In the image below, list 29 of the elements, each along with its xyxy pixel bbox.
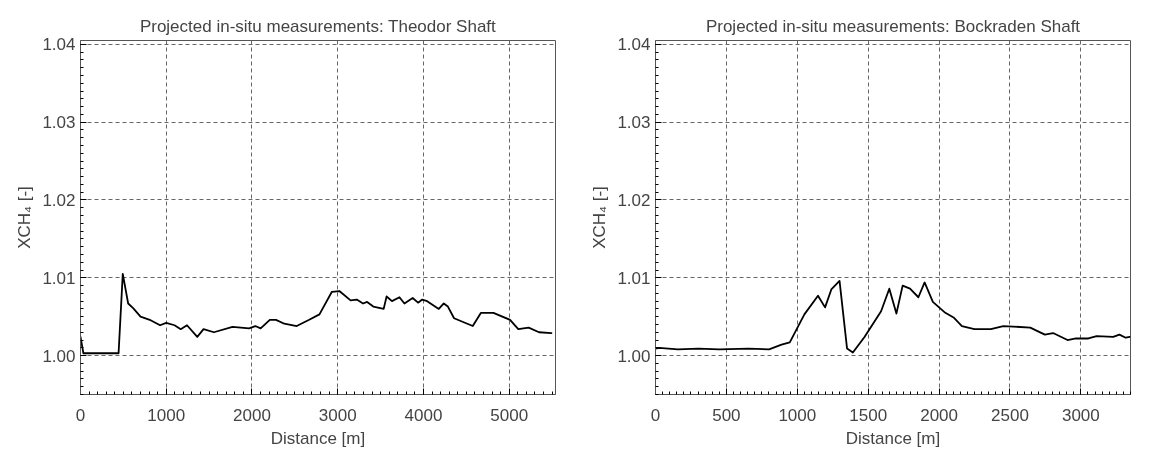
y-tick-label: 1.03 [617, 113, 651, 133]
x-tick-label: 2500 [991, 405, 1029, 425]
y-tick-label: 1.04 [42, 35, 76, 55]
chart-title: Projected in-situ measurements: Theodor Shaft [139, 16, 497, 36]
y-tick-label: 1.00 [617, 346, 651, 366]
x-axis-title: Distance [m] [270, 428, 366, 448]
x-tick-label: 3000 [1061, 405, 1100, 425]
y-axis-title: XCH₄ [-] [15, 186, 35, 249]
y-tick-label: 1.01 [42, 268, 76, 288]
y-tick-label: 1.03 [42, 113, 76, 133]
y-tick-label: 1.02 [617, 190, 651, 210]
x-tick-label: 0 [650, 405, 661, 425]
x-tick-label: 1000 [778, 405, 817, 425]
x-tick-label: 500 [712, 405, 741, 425]
x-tick-label: 5000 [490, 405, 529, 425]
chart-title: Projected in-situ measurements: Bockraden Shaft [705, 16, 1081, 36]
y-tick-label: 1.01 [617, 268, 651, 288]
x-axis-title: Distance [m] [845, 428, 941, 448]
x-tick-label: 0 [75, 405, 86, 425]
x-tick-label: 3000 [318, 405, 357, 425]
x-tick-label: 4000 [404, 405, 443, 425]
x-tick-label: 2000 [233, 405, 271, 425]
x-tick-label: 1000 [147, 405, 186, 425]
y-axis-title: XCH₄ [-] [590, 186, 610, 249]
y-tick-label: 1.00 [42, 346, 76, 366]
y-tick-label: 1.02 [42, 190, 76, 210]
y-tick-label: 1.04 [617, 35, 651, 55]
x-tick-label: 2000 [920, 405, 958, 425]
x-tick-label: 1500 [849, 405, 888, 425]
